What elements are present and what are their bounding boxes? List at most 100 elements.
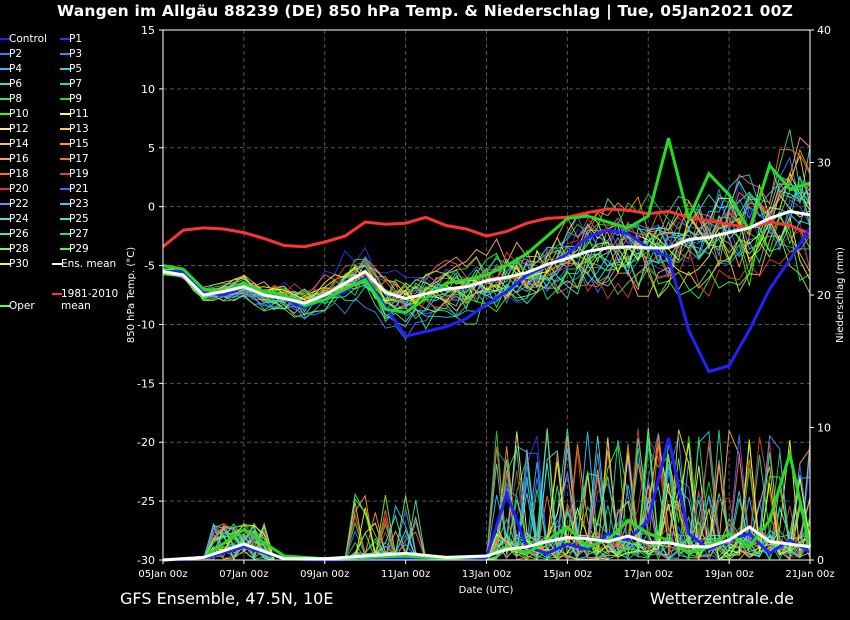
- legend-swatch: [0, 188, 10, 190]
- highlighted-series: [162, 138, 812, 562]
- legend-swatch: [60, 203, 70, 205]
- legend-label: P13: [69, 123, 89, 135]
- oper-temp-line: [162, 138, 811, 315]
- chart-title: Wangen im Allgäu 88239 (DE) 850 hPa Temp…: [56, 2, 794, 20]
- legend-swatch: [60, 113, 70, 115]
- ensemble-member-temp-line: [162, 205, 811, 320]
- legend-swatch: [60, 188, 70, 190]
- legend-swatch: [60, 38, 70, 40]
- gridlines: [163, 30, 810, 560]
- legend-swatch: [0, 158, 10, 160]
- y-tick-label: -30: [137, 554, 155, 567]
- legend-swatch: [60, 68, 70, 70]
- legend-label: P14: [9, 138, 29, 150]
- legend-label: P9: [69, 93, 83, 105]
- y2-tick-label: 20: [817, 289, 831, 302]
- x-tick-label: 21Jan 00z: [785, 569, 834, 580]
- legend-swatch: [60, 233, 70, 235]
- legend-label: P23: [69, 198, 89, 210]
- y-tick-label: -25: [137, 495, 155, 508]
- legend-label: P16: [9, 153, 29, 165]
- legend-label: Control: [9, 33, 47, 45]
- legend-label: P29: [69, 243, 89, 255]
- legend-label: P1: [69, 33, 83, 45]
- legend-label: P3: [69, 48, 83, 60]
- y-tick-label: -5: [144, 260, 155, 273]
- legend-label: P11: [69, 108, 89, 120]
- legend-label: P30: [9, 258, 29, 270]
- legend-label: Oper: [9, 300, 35, 312]
- legend-label: P22: [9, 198, 29, 210]
- legend-swatch: [60, 83, 70, 85]
- legend-swatch: [60, 143, 70, 145]
- y-tick-label: -10: [137, 318, 155, 331]
- climate-mean-line: [162, 207, 811, 249]
- legend-swatch: [52, 263, 62, 265]
- x-tick-label: 09Jan 00z: [300, 569, 349, 580]
- legend-swatch: [60, 218, 70, 220]
- y2-tick-label: 30: [817, 157, 831, 170]
- ensemble-member-temp-line: [162, 228, 811, 317]
- legend-label: 1981-2010 mean: [61, 288, 119, 312]
- legend-label: P7: [69, 78, 83, 90]
- legend-swatch: [60, 128, 70, 130]
- legend-swatch: [0, 53, 10, 55]
- y-tick-label: 10: [141, 83, 155, 96]
- legend-label: P12: [9, 123, 29, 135]
- y-tick-label: -20: [137, 436, 155, 449]
- legend-swatch: [0, 305, 10, 307]
- legend-label: P25: [69, 213, 89, 225]
- legend-swatch: [0, 128, 10, 130]
- y-tick-label: -15: [137, 377, 155, 390]
- legend-label: P27: [69, 228, 89, 240]
- x-tick-label: 07Jan 00z: [219, 569, 268, 580]
- legend-swatch: [60, 158, 70, 160]
- legend-swatch: [60, 248, 70, 250]
- legend-label: P2: [9, 48, 23, 60]
- ens-mean-precip-line: [162, 525, 811, 562]
- axes: 05Jan 00z 07Jan 00z 09Jan 00z 11Jan 00z 13Ja…: [137, 24, 835, 580]
- legend-swatch: [0, 83, 10, 85]
- legend-label: P26: [9, 228, 29, 240]
- legend-swatch: [0, 218, 10, 220]
- legend-label: P6: [9, 78, 23, 90]
- legend-label: P24: [9, 213, 29, 225]
- x-axis-label: Date (UTC): [459, 585, 514, 596]
- legend-swatch: [0, 173, 10, 175]
- ensemble-member-temp-line: [162, 174, 811, 328]
- legend-label: P15: [69, 138, 89, 150]
- x-tick-label: 05Jan 00z: [138, 569, 187, 580]
- footer-site-credit: Wetterzentrale.de: [649, 589, 794, 608]
- y-tick-label: 5: [148, 142, 155, 155]
- legend-label: P10: [9, 108, 29, 120]
- legend-label: P20: [9, 183, 29, 195]
- legend-label: P28: [9, 243, 29, 255]
- legend-swatch: [0, 263, 10, 265]
- x-tick-label: 15Jan 00z: [543, 569, 592, 580]
- legend-label: P8: [9, 93, 23, 105]
- footer-model-info: GFS Ensemble, 47.5N, 10E: [120, 589, 334, 608]
- legend-swatch: [0, 68, 10, 70]
- x-tick-label: 13Jan 00z: [462, 569, 511, 580]
- y2-axis-label: Niederschlag (mm): [835, 247, 846, 343]
- ensemble-member-temp-line: [162, 215, 811, 305]
- ensemble-member-temp-line: [162, 224, 811, 318]
- x-tick-label: 19Jan 00z: [704, 569, 753, 580]
- legend-label: P18: [9, 168, 29, 180]
- legend-swatch: [52, 293, 62, 295]
- legend-label: P5: [69, 63, 83, 75]
- legend-swatch: [0, 233, 10, 235]
- legend-label: P21: [69, 183, 89, 195]
- x-tick-label: 11Jan 00z: [381, 569, 430, 580]
- legend-swatch: [60, 98, 70, 100]
- y2-tick-label: 10: [817, 422, 831, 435]
- legend: Control P1 P2 P3 P4 P5 P6 P7 P8 P9 P10 P11 P12 P13 P14…: [0, 33, 132, 323]
- y2-tick-label: 0: [817, 554, 824, 567]
- legend-swatch: [0, 203, 10, 205]
- legend-swatch: [0, 38, 10, 40]
- y-axis-label: 850 hPa Temp. (°C): [126, 247, 137, 343]
- x-tick-label: 17Jan 00z: [624, 569, 673, 580]
- legend-swatch: [0, 248, 10, 250]
- legend-label: P17: [69, 153, 89, 165]
